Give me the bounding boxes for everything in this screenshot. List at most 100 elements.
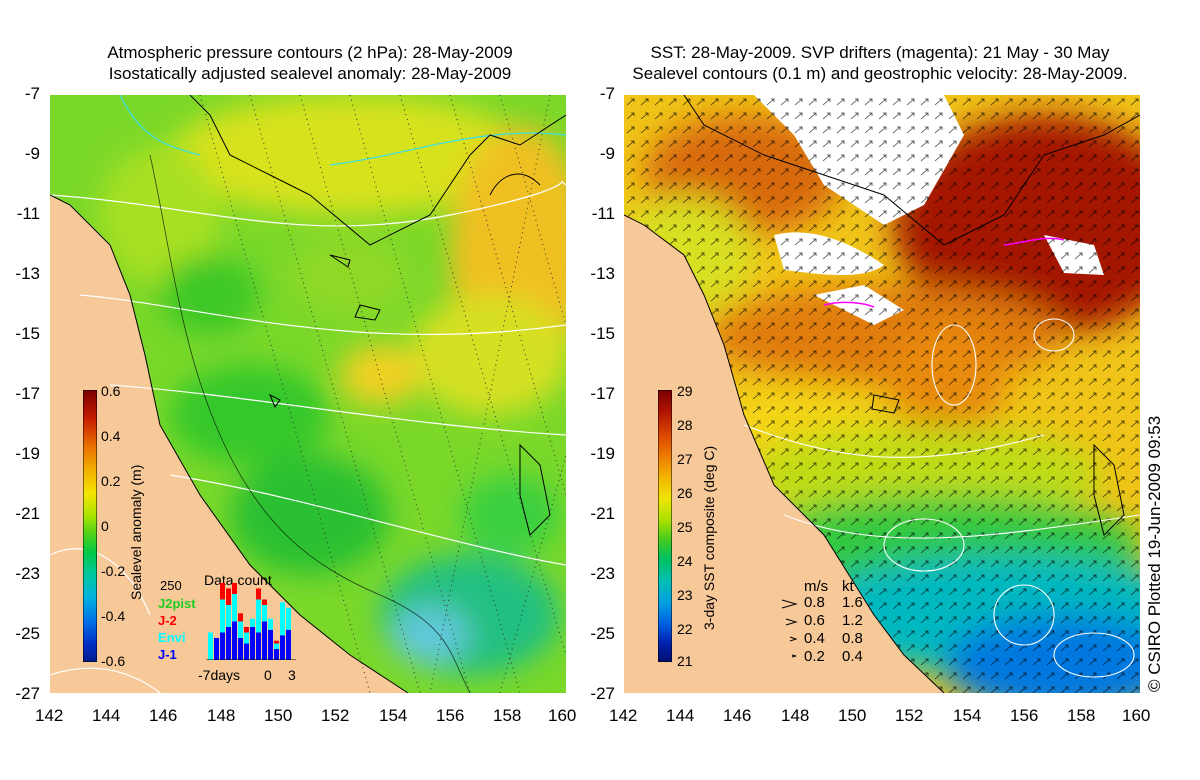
y-tick-left-10: -27	[15, 684, 40, 703]
satellite-tracks	[199, 95, 566, 693]
y-tick-right-9: -25	[590, 624, 615, 643]
left-map	[50, 95, 566, 693]
velocity-key-ms-1: 0.6	[804, 612, 825, 629]
data-count-bar-segment	[250, 618, 255, 627]
velocity-key-header-kt: kt	[842, 578, 854, 595]
velocity-key-kt-0: 1.6	[842, 594, 863, 611]
data-count-bar-segment	[286, 629, 291, 660]
y-tick-left-8: -23	[15, 564, 40, 583]
left-cb-tick-6: -0.6	[101, 653, 126, 669]
right-cb-tick-3: 26	[677, 485, 693, 501]
y-tick-right-5: -17	[590, 384, 615, 403]
y-tick-left-3: -13	[15, 264, 40, 283]
legend-j2: J-2	[158, 613, 177, 628]
data-count-bar-segment	[250, 627, 255, 660]
left-colorbar	[82, 389, 98, 663]
left-cb-tick-1: 0.4	[101, 428, 121, 444]
right-cb-tick-4: 25	[677, 519, 693, 535]
x-tick-left-5: 152	[321, 706, 350, 725]
data-count-bar-segment	[238, 638, 243, 660]
data-count-max: 250	[160, 578, 182, 593]
data-count-x-mid: 0	[264, 667, 272, 683]
right-colorbar	[657, 389, 673, 663]
x-tick-right-4: 150	[838, 706, 867, 725]
data-count-bar-segment	[280, 602, 285, 636]
right-title: SST: 28-May-2009. SVP drifters (magenta)…	[600, 42, 1160, 84]
data-count-bar-segment	[226, 605, 231, 627]
y-tick-right-2: -11	[591, 204, 615, 223]
data-count-bar-segment	[262, 605, 267, 622]
x-tick-right-1: 144	[666, 706, 695, 725]
x-tick-right-6: 154	[953, 706, 982, 725]
y-tick-left-7: -21	[15, 504, 40, 523]
y-tick-right-6: -19	[590, 444, 615, 463]
data-count-inset: 250 Data count J2pist J-2 Envi J-1 -7day…	[158, 510, 298, 686]
data-count-bar-segment	[232, 621, 237, 660]
y-tick-right-7: -21	[590, 504, 615, 523]
velocity-key-kt-3: 0.4	[842, 648, 863, 665]
y-tick-left-5: -17	[15, 384, 40, 403]
x-tick-right-7: 156	[1010, 706, 1039, 725]
y-tick-right-10: -27	[590, 684, 615, 703]
right-colorbar-gradient	[657, 389, 673, 663]
left-cb-tick-4: -0.2	[101, 563, 126, 579]
data-count-bar-segment	[262, 599, 267, 605]
velocity-key-ms-2: 0.4	[804, 630, 825, 647]
right-title-line1: SST: 28-May-2009. SVP drifters (magenta)…	[650, 43, 1110, 62]
data-count-bar-segment	[208, 632, 213, 660]
left-cb-tick-0: 0.6	[101, 383, 121, 399]
data-count-bar-segment	[214, 638, 219, 660]
data-count-bar-segment	[280, 635, 285, 660]
y-tick-left-0: -7	[24, 84, 40, 103]
y-tick-right-8: -23	[590, 564, 615, 583]
x-tick-right-9: 160	[1122, 706, 1151, 725]
data-count-bar-segment	[238, 621, 243, 638]
legend-j1: J-1	[158, 647, 177, 662]
sealevel-contours	[743, 318, 1140, 678]
y-tick-right-4: -15	[590, 324, 615, 343]
right-title-line2: Sealevel contours (0.1 m) and geostrophi…	[632, 64, 1128, 83]
right-cb-tick-1: 28	[677, 417, 693, 433]
data-count-bar-segment	[256, 632, 261, 660]
data-count-bar-segment	[220, 583, 225, 600]
left-cb-tick-5: -0.4	[101, 608, 126, 624]
data-count-bar-segment	[262, 621, 267, 660]
velocity-key: m/s kt 0.8 1.6 0.6 1.2 0.4 0.8 0.2 0.4	[780, 578, 880, 668]
data-count-bar-segment	[226, 588, 231, 605]
velocity-key-kt-1: 1.2	[842, 612, 863, 629]
left-cb-tick-2: 0.2	[101, 473, 121, 489]
x-tick-left-0: 142	[35, 706, 64, 725]
data-count-bar-segment	[244, 632, 249, 644]
x-tick-left-8: 158	[493, 706, 522, 725]
data-count-bar-segment	[268, 629, 273, 660]
y-tick-left-4: -15	[15, 324, 40, 343]
left-map-canvas	[50, 95, 566, 693]
legend-j2pist: J2pist	[158, 596, 196, 611]
data-count-bar-segment	[226, 627, 231, 660]
data-count-bar-segment	[274, 640, 279, 644]
y-tick-left-6: -19	[15, 444, 40, 463]
velocity-key-kt-2: 0.8	[842, 630, 863, 647]
right-colorbar-label: 3-day SST composite (deg C)	[701, 445, 717, 630]
coastline	[624, 95, 1140, 693]
x-tick-left-1: 144	[92, 706, 121, 725]
data-count-bar-segment	[244, 643, 249, 660]
data-count-bar-segment	[268, 618, 273, 630]
right-cb-tick-5: 24	[677, 553, 693, 569]
x-tick-left-4: 150	[264, 706, 293, 725]
right-cb-tick-7: 22	[677, 621, 693, 637]
pressure-contours-cyan	[119, 95, 566, 166]
right-cb-tick-0: 29	[677, 383, 693, 399]
x-tick-left-7: 156	[436, 706, 465, 725]
y-tick-left-2: -11	[16, 204, 40, 223]
data-count-bar-segment	[286, 607, 291, 630]
right-map-canvas	[624, 95, 1140, 693]
left-title-line1: Atmospheric pressure contours (2 hPa): 2…	[107, 43, 513, 62]
x-tick-right-5: 152	[895, 706, 924, 725]
credit-text: © CSIRO Plotted 19-Jun-2009 09:53	[1145, 415, 1164, 692]
data-count-bar-segment	[256, 599, 261, 633]
x-tick-left-9: 160	[548, 706, 577, 725]
data-count-bar-segment	[274, 643, 279, 649]
right-map	[624, 95, 1140, 693]
x-tick-left-6: 154	[379, 706, 408, 725]
